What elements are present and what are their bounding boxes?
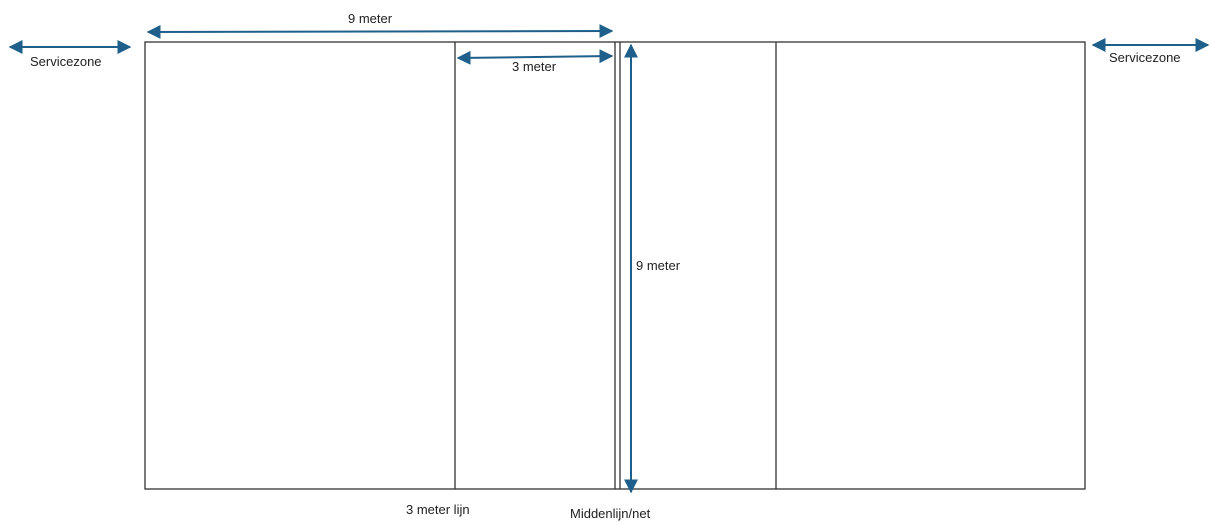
label-depth-9m: 9 meter xyxy=(636,258,681,273)
label-servicezone-left: Servicezone xyxy=(30,54,102,69)
arrow-width-9m xyxy=(146,24,614,39)
label-servicezone-right: Servicezone xyxy=(1109,50,1181,65)
label-three-meter: 3 meter xyxy=(512,59,557,74)
label-center-line: Middenlijn/net xyxy=(570,506,651,521)
label-attack-line: 3 meter lijn xyxy=(406,502,470,517)
label-width-9m: 9 meter xyxy=(348,11,393,26)
arrow-three-meter xyxy=(456,49,614,65)
